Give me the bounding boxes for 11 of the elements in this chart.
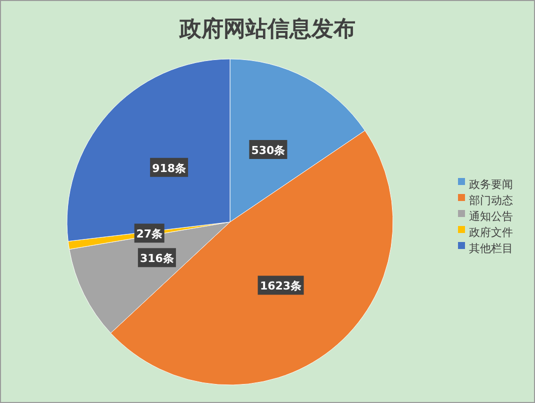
data-label: 1623条 <box>260 280 302 293</box>
legend-label: 其他栏目 <box>469 242 513 256</box>
legend-label: 政务要闻 <box>469 178 513 192</box>
data-label: 27条 <box>136 228 162 241</box>
legend-label: 政府文件 <box>469 226 513 240</box>
legend-label: 通知公告 <box>469 210 513 224</box>
legend-label: 部门动态 <box>469 194 513 208</box>
data-label: 918条 <box>152 162 186 175</box>
data-label: 316条 <box>140 252 174 266</box>
data-label: 530条 <box>251 144 286 157</box>
chart-title: 政府网站信息发布 <box>178 16 356 42</box>
